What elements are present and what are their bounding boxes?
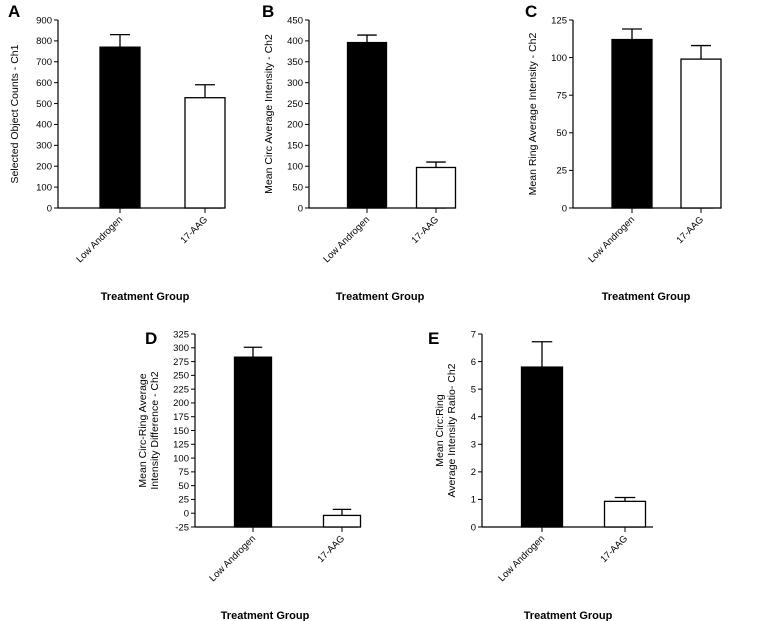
y-tick-label-d: 300 xyxy=(173,343,189,354)
y-tick-label-c: 125 xyxy=(551,15,567,26)
y-tick-label-b: 100 xyxy=(287,162,303,173)
y-tick-label-b: 400 xyxy=(287,36,303,47)
y-tick-label-d: 250 xyxy=(173,371,189,382)
category-label-e-2: 17-AAG xyxy=(598,533,630,565)
panel-label-c: C xyxy=(525,2,537,21)
chart-panel-d: D -25 0 25 50 75 100 125 150 175 200 225 250 275 300 32… xyxy=(137,329,362,621)
y-axis-label-d-line-1: Mean Circ-Ring Average xyxy=(137,373,149,487)
y-tick-label-e: 6 xyxy=(471,357,476,368)
category-label-a-2: 17-AAG xyxy=(178,214,210,246)
category-label-d-1: Low Androgen xyxy=(207,533,258,584)
y-tick-label-d: 175 xyxy=(173,412,189,423)
y-axis-label-d-line-2: Intensity Difference - Ch2 xyxy=(149,371,161,489)
x-axis-label-e: Treatment Group xyxy=(524,610,613,621)
y-tick-label-e: 5 xyxy=(471,384,476,395)
y-tick-label-a: 200 xyxy=(36,162,52,173)
y-tick-label-c: 100 xyxy=(551,53,567,64)
y-tick-label-c: 0 xyxy=(562,203,567,214)
bar-d-2 xyxy=(322,514,362,528)
y-tick-label-d: 225 xyxy=(173,384,189,395)
y-tick-label-e: 0 xyxy=(471,522,476,533)
chart-panel-b: B 0 50 100 150 200 250 300 350 400 450 Low Androgen… xyxy=(262,2,457,303)
category-label-b-1: Low Androgen xyxy=(321,214,372,265)
y-tick-label-d: 200 xyxy=(173,398,189,409)
y-tick-label-b: 50 xyxy=(292,182,303,193)
y-tick-label-a: 700 xyxy=(36,57,52,68)
y-tick-label-d: 150 xyxy=(173,426,189,437)
y-tick-label-d: 275 xyxy=(173,357,189,368)
y-tick-label-b: 0 xyxy=(298,203,303,214)
y-axis-label-e-line-2: Average Intensity Ratio- Ch2 xyxy=(446,363,458,497)
y-tick-label-b: 350 xyxy=(287,57,303,68)
bar-d-1 xyxy=(233,356,273,528)
panel-label-b: B xyxy=(262,2,274,21)
bar-b-2 xyxy=(415,166,457,209)
y-tick-label-e: 4 xyxy=(471,412,476,423)
chart-panel-a: A 0 100 200 300 400 500 600 700 800 900 Low Androge… xyxy=(8,2,226,303)
y-axis-label-e-line-1: Mean Circ:Ring xyxy=(434,394,446,467)
category-label-c-2: 17-AAG xyxy=(674,214,706,246)
y-tick-label-e: 3 xyxy=(471,440,476,451)
panel-label-d: D xyxy=(145,329,157,348)
y-tick-label-a: 900 xyxy=(36,15,52,26)
y-tick-label-b: 300 xyxy=(287,78,303,89)
y-tick-label-d: -25 xyxy=(175,522,189,533)
x-axis-label-d: Treatment Group xyxy=(221,610,310,621)
y-tick-label-d: 0 xyxy=(184,509,189,520)
category-label-a-1: Low Androgen xyxy=(74,214,125,265)
bar-e-1 xyxy=(520,366,564,528)
x-axis-label-c: Treatment Group xyxy=(602,291,691,303)
y-tick-label-e: 1 xyxy=(471,495,476,506)
category-label-b-2: 17-AAG xyxy=(409,214,441,246)
y-tick-label-b: 150 xyxy=(287,141,303,152)
y-tick-label-e: 7 xyxy=(471,329,476,340)
bar-e-2 xyxy=(603,500,647,528)
y-tick-label-c: 75 xyxy=(556,91,567,102)
bar-b-1 xyxy=(346,41,388,209)
y-tick-label-c: 25 xyxy=(556,166,567,177)
y-tick-label-d: 325 xyxy=(173,329,189,340)
y-axis-label-c: Mean Ring Average Intensity - Ch2 xyxy=(527,33,539,196)
bar-c-2 xyxy=(680,58,722,209)
bar-a-2 xyxy=(184,97,226,209)
y-tick-label-d: 75 xyxy=(178,467,189,478)
category-label-c-1: Low Androgen xyxy=(586,214,637,265)
y-tick-label-a: 400 xyxy=(36,120,52,131)
chart-panel-c: C 0 25 50 75 100 125 Low Androgen 17-AAG Mean Rin… xyxy=(525,2,722,303)
y-tick-label-d: 50 xyxy=(178,481,189,492)
y-tick-label-a: 800 xyxy=(36,36,52,47)
y-tick-label-c: 50 xyxy=(556,128,567,139)
category-label-d-2: 17-AAG xyxy=(315,533,347,565)
chart-panel-e: E 0 1 2 3 4 5 6 7 Low Androgen 17-AAG Mean Circ:Rin… xyxy=(428,329,653,621)
x-axis-label-a: Treatment Group xyxy=(101,291,190,303)
bar-c-1 xyxy=(611,38,653,209)
bar-a-1 xyxy=(99,46,141,209)
y-tick-label-a: 300 xyxy=(36,141,52,152)
panel-label-a: A xyxy=(8,2,20,21)
y-tick-label-a: 100 xyxy=(36,182,52,193)
y-tick-label-d: 100 xyxy=(173,453,189,464)
y-axis-label-a: Selected Object Counts - Ch1 xyxy=(9,44,21,183)
x-axis-label-b: Treatment Group xyxy=(336,291,425,303)
y-tick-label-d: 125 xyxy=(173,440,189,451)
panel-label-e: E xyxy=(428,329,439,348)
y-tick-label-b: 450 xyxy=(287,15,303,26)
category-label-e-1: Low Androgen xyxy=(496,533,547,584)
y-tick-label-a: 600 xyxy=(36,78,52,89)
y-tick-label-e: 2 xyxy=(471,467,476,478)
y-axis-label-b: Mean Circ Average Intensity - Ch2 xyxy=(263,34,275,194)
y-tick-label-b: 250 xyxy=(287,99,303,110)
y-tick-label-a: 500 xyxy=(36,99,52,110)
y-tick-label-a: 0 xyxy=(47,203,52,214)
y-tick-label-d: 25 xyxy=(178,495,189,506)
y-tick-label-b: 200 xyxy=(287,120,303,131)
